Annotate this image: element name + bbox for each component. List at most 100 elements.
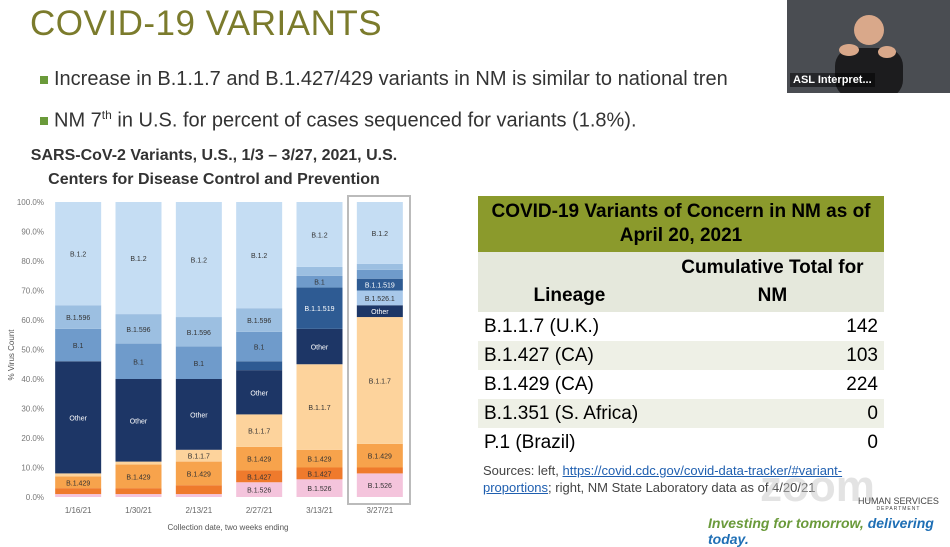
x-tick-label: 2/27/21 — [246, 506, 273, 515]
x-tick-label: 3/13/21 — [306, 506, 333, 515]
y-tick-label: 40.0% — [21, 375, 44, 384]
sources: Sources: left, https://covid.cdc.gov/cov… — [483, 462, 863, 496]
bar-segment — [55, 476, 102, 489]
segment-label: Other — [250, 390, 268, 397]
tagline-part: Investing for tomorrow, — [708, 515, 864, 531]
segment-label: B.1.596 — [187, 330, 211, 337]
bar-segment — [115, 464, 162, 489]
segment-label: B.1.2 — [191, 258, 207, 265]
bar-segment — [356, 202, 403, 264]
bullet-text: Increase in B.1.1.7 and B.1.427/429 vari… — [54, 68, 728, 90]
bar-segment — [175, 494, 222, 497]
y-tick-label: 10.0% — [21, 464, 44, 473]
bar-segment — [296, 287, 343, 329]
logo-text: HUMAN SERVICES — [858, 496, 939, 506]
source-text: Sources: left, — [483, 463, 563, 478]
table-cell: B.1.427 (CA) — [478, 341, 661, 370]
table-cell: B.1.429 (CA) — [484, 373, 594, 395]
bar-segment — [55, 473, 102, 477]
bar-segment — [356, 263, 403, 270]
segment-label: B.1 — [133, 359, 144, 366]
chart-title: SARS-CoV-2 Variants, U.S., 1/3 – 3/27, 2… — [31, 147, 397, 164]
table-row: B.1.351 (S. Africa) 0 — [478, 399, 884, 428]
table-row: P.1 (Brazil) 0 — [478, 428, 884, 457]
segment-label: B.1.596 — [126, 327, 150, 334]
bar-segment — [356, 443, 403, 468]
x-tick-label: 3/27/21 — [366, 506, 393, 515]
segment-label: B.1 — [314, 280, 325, 287]
segment-label: B.1.1.7 — [188, 454, 210, 461]
bullet-text: in U.S. for percent of cases sequenced f… — [117, 109, 637, 132]
segment-label: B.1.427 — [307, 471, 331, 478]
y-tick-label: 0.0% — [26, 493, 44, 502]
x-axis-label: Collection date, two weeks ending — [168, 523, 289, 532]
chart: SARS-CoV-2 Variants, U.S., 1/3 – 3/27, 2… — [7, 147, 411, 532]
bar-segment — [296, 275, 343, 288]
bar-segment — [55, 328, 102, 362]
segment-label: B.1.2 — [70, 252, 86, 259]
source-link[interactable]: https://covid.cdc.gov/covid-data-tracker… — [483, 463, 843, 495]
y-tick-label: 90.0% — [21, 228, 44, 237]
bar-segment — [356, 467, 403, 474]
table-cell: B.1.1.7 (U.K.) — [484, 315, 600, 337]
bar-segment — [296, 449, 343, 468]
variants-table: COVID-19 Variants of Concern in NM as of… — [478, 196, 884, 457]
table-row: B.1.429 (CA) 224 — [478, 370, 884, 399]
bar-segment — [356, 473, 403, 497]
segment-label: Other — [371, 309, 389, 316]
segment-label: B.1.1.7 — [248, 429, 270, 436]
segment-label: B.1.429 — [307, 457, 331, 464]
bar-segment — [236, 202, 283, 309]
segment-label: B.1.2 — [251, 253, 267, 260]
y-tick-label: 50.0% — [21, 346, 44, 355]
segment-label: Other — [190, 412, 208, 419]
segment-label: B.1.2 — [311, 232, 327, 239]
participant-label: ASL Interpret... — [790, 73, 875, 87]
source-text: ; right, NM State Laboratory data as of … — [548, 480, 816, 495]
segment-label: B.1 — [73, 343, 84, 350]
table-cell: 0 — [660, 399, 884, 428]
segment-label: B.1.526 — [307, 486, 331, 493]
bar-segment — [236, 446, 283, 471]
segment-label: B.1.2 — [372, 231, 388, 238]
segment-label: B.1.429 — [66, 480, 90, 487]
bar-segment — [175, 461, 222, 486]
bar-segment — [236, 370, 283, 415]
segment-label: B.1.429 — [126, 474, 150, 481]
segment-label: B.1.2 — [130, 256, 146, 263]
watermark: zoom — [760, 462, 875, 511]
segment-label: B.1.427 — [247, 474, 271, 481]
segment-label: Other — [311, 345, 329, 352]
bar-segment — [115, 461, 162, 465]
table-row: B.1.427 (CA) 103 — [478, 341, 884, 370]
x-tick-label: 2/13/21 — [185, 506, 212, 515]
y-tick-label: 60.0% — [21, 316, 44, 325]
segment-label: B.1.596 — [247, 318, 271, 325]
segment-label: B.1.429 — [187, 471, 211, 478]
table-cell: 224 — [846, 373, 878, 395]
tagline: Investing for tomorrow, delivering today… — [708, 515, 950, 547]
segment-label: B.1.429 — [368, 454, 392, 461]
bullet: NM 7th in U.S. for percent of cases sequ… — [40, 108, 637, 133]
superscript: th — [101, 108, 112, 122]
bar-segment — [296, 266, 343, 276]
y-axis-label: % Virus Count — [7, 329, 16, 381]
slide-title: COVID-19 VARIANTS — [30, 4, 383, 43]
column-header: Cumulative Total for NM — [660, 252, 884, 312]
bullet-text: NM 7 — [54, 109, 102, 132]
segment-label: B.1.526 — [368, 483, 392, 490]
column-header: Lineage — [478, 252, 661, 312]
bar-segment — [115, 494, 162, 497]
y-tick-label: 70.0% — [21, 287, 44, 296]
segment-label: B.1.429 — [247, 457, 271, 464]
logo-text: DEPARTMENT — [876, 506, 921, 512]
highlight-box — [347, 195, 411, 505]
bar-segment — [115, 343, 162, 379]
segment-label: Other — [69, 415, 87, 422]
table-title: COVID-19 Variants of Concern in NM as of… — [478, 196, 884, 252]
bar-segment — [296, 328, 343, 365]
y-tick-label: 80.0% — [21, 257, 44, 266]
segment-label: Other — [130, 418, 148, 425]
table-cell: 142 — [846, 315, 878, 337]
table-cell: 103 — [660, 341, 884, 370]
